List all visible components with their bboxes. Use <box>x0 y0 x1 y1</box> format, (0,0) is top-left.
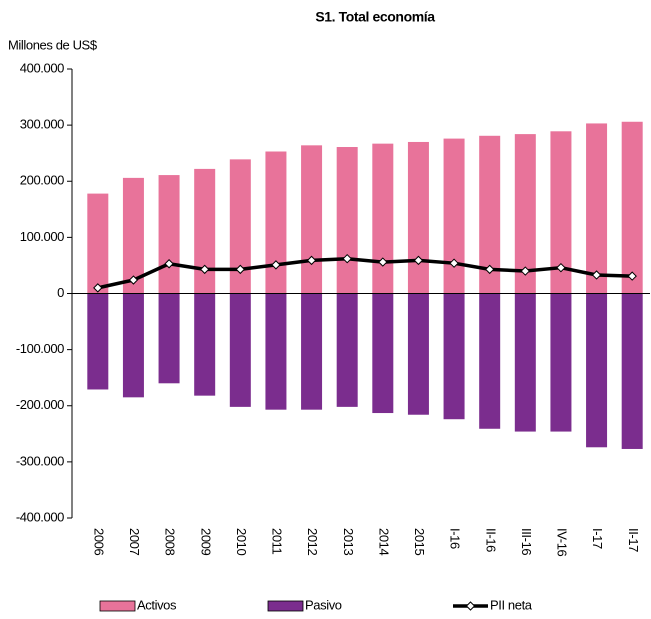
line-marker <box>93 283 103 293</box>
bar <box>550 131 572 294</box>
bar <box>514 293 536 432</box>
bar <box>372 143 394 294</box>
bar <box>229 159 251 294</box>
bar <box>586 293 608 448</box>
bar <box>586 123 608 294</box>
bar <box>443 293 465 420</box>
bar <box>301 145 323 294</box>
bar <box>443 138 465 294</box>
legend-label: PII neta <box>490 597 533 612</box>
bar <box>122 293 144 398</box>
bar <box>265 151 287 294</box>
line-marker <box>413 255 424 266</box>
bar <box>229 293 251 407</box>
bar <box>407 141 429 294</box>
y-tick-label: -200.000 <box>16 397 64 412</box>
y-tick-label: 200.000 <box>20 173 64 188</box>
bar <box>158 175 180 294</box>
x-tick-label: II-17 <box>626 528 641 552</box>
line-marker <box>128 275 139 285</box>
legend-swatch <box>99 600 136 612</box>
legend-swatch <box>267 600 304 612</box>
x-tick-label: III-16 <box>519 528 534 555</box>
bar <box>621 121 643 294</box>
line-marker <box>449 258 459 268</box>
bar <box>301 293 323 410</box>
x-tick-label: 2014 <box>376 528 391 555</box>
line-marker <box>627 271 637 281</box>
x-tick-label: 2008 <box>163 528 178 555</box>
bar <box>621 293 643 449</box>
line-marker <box>271 260 281 270</box>
bar <box>514 134 536 294</box>
y-tick-label: -300.000 <box>16 453 64 468</box>
line-marker <box>591 270 602 280</box>
bar <box>122 177 144 294</box>
x-tick-label: I-16 <box>448 528 463 549</box>
line-marker <box>484 264 495 275</box>
line-marker <box>199 264 210 275</box>
bar <box>87 193 109 294</box>
bar <box>372 293 394 414</box>
y-axis-label: Millones de US$ <box>8 37 98 52</box>
y-tick-label: -100.000 <box>16 341 64 356</box>
bar <box>479 135 501 294</box>
line-marker <box>556 262 566 273</box>
bar <box>550 293 572 432</box>
line-marker <box>306 255 317 266</box>
line-marker <box>520 266 531 276</box>
x-tick-label: 2010 <box>234 528 249 555</box>
x-tick-label: 2013 <box>341 528 356 555</box>
x-tick-label: 2015 <box>412 528 427 555</box>
y-tick-label: 300.000 <box>20 117 64 132</box>
legend-label: Activos <box>137 597 177 612</box>
line-marker <box>164 259 174 269</box>
bar <box>194 168 216 294</box>
x-tick-label: 2006 <box>91 528 106 555</box>
legend-marker <box>465 601 476 611</box>
chart-title: S1. Total economía <box>315 9 435 25</box>
bar <box>336 293 358 407</box>
x-tick-label: IV-16 <box>555 528 570 557</box>
y-tick-label: 0 <box>57 285 64 300</box>
line-marker <box>235 264 246 275</box>
bar <box>336 147 358 294</box>
line-marker <box>378 257 388 267</box>
y-tick-label: 400.000 <box>20 60 64 75</box>
x-tick-label: II-16 <box>483 528 498 552</box>
x-tick-label: 2007 <box>127 528 142 555</box>
bar <box>194 293 216 396</box>
bar <box>479 293 501 429</box>
y-tick-label: -400.000 <box>16 509 64 524</box>
line-series <box>97 256 633 290</box>
y-tick-label: 100.000 <box>20 229 64 244</box>
line-marker <box>342 253 352 264</box>
bar <box>87 293 109 390</box>
x-tick-label: 2012 <box>305 528 320 555</box>
x-tick-label: 2009 <box>198 528 213 555</box>
legend-label: Pasivo <box>305 597 342 612</box>
bar <box>407 293 429 415</box>
x-tick-label: I-17 <box>590 528 605 549</box>
bar <box>265 293 287 410</box>
x-tick-label: 2011 <box>270 528 285 555</box>
bar <box>158 293 180 384</box>
